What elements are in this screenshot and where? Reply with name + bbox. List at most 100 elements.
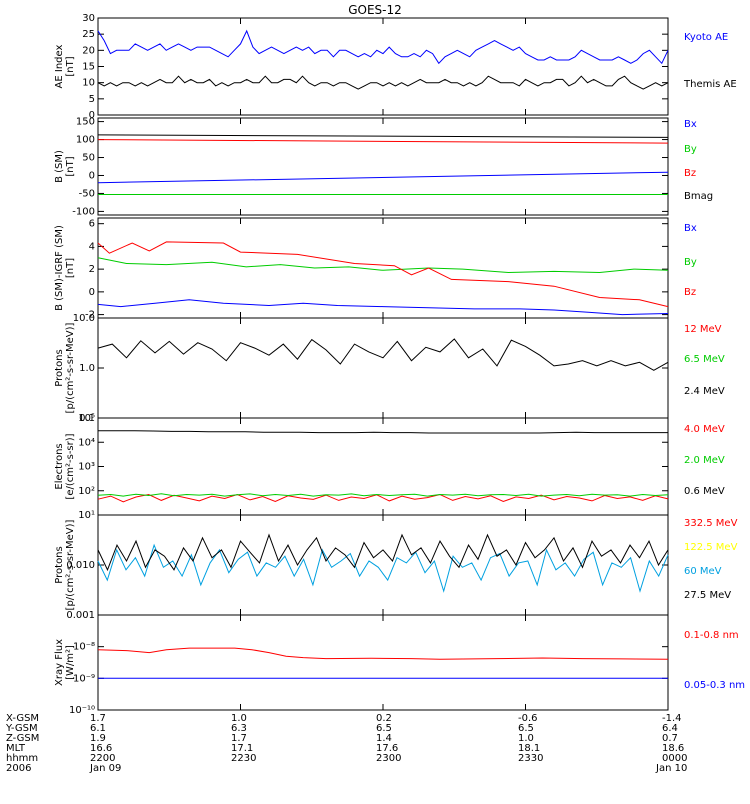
panel-frame [97,17,669,116]
y-axis-label: B (SM)-IGRF (SM) [54,225,65,311]
y-tick-label: 10 [82,78,95,89]
y-axis-label: AE Index [54,44,65,88]
legend-entry: 60 MeV [684,566,722,577]
series-line-2-0-mev [97,493,669,497]
y-tick-label: 4 [89,241,95,252]
footer-label: X-GSM [6,713,40,724]
y-tick-label: 5 [89,94,95,105]
footer-row: X-GSM 1.7 1.0 0.2 -0.6 -1.4 [6,714,696,724]
y-tick-label: 6 [89,219,95,230]
y-axis-label: [nT] [65,258,76,278]
panel-frame [97,217,669,319]
legend-entry: 2.4 MeV [684,386,725,397]
footer-value: 0000 [662,753,688,764]
y-axis-label: [W/m²] [65,645,76,680]
panel-frame [97,514,669,616]
series-line-themis-ae [97,75,669,90]
y-tick-label: 100 [76,135,95,146]
footer-value: 0.2 [376,713,392,724]
series-line-4-0-mev [97,493,669,503]
y-tick-label: 25 [82,29,95,40]
legend-entry: Bmag [684,191,713,202]
y-tick-label: 2 [89,264,95,275]
plot-title: GOES-12 [348,3,402,17]
y-axis-label: Protons [54,546,65,583]
series-line-kyoto-ae [97,29,669,65]
y-axis-label: Protons [54,349,65,386]
series-line-by [97,257,669,274]
footer-value: 6.1 [90,723,106,734]
footer-label: 2006 [6,763,32,774]
y-axis-label: [nT] [65,156,76,176]
footer-row: Y-GSM 6.1 6.3 6.5 6.5 6.4 [6,724,696,734]
panel-frame [97,317,669,419]
footer-value: -0.6 [518,713,538,724]
footer-value: 16.6 [90,743,113,754]
series-line-bmag [97,134,669,138]
y-tick-label: 10⁻⁸ [73,642,95,653]
y-tick-label: 10.0 [73,313,95,324]
y-tick-label: 0.1 [79,413,95,424]
legend-entry: 12 MeV [684,324,722,335]
series-line-bx [97,299,669,316]
footer-value: 6.5 [518,723,534,734]
y-axis-label: Xray Flux [54,639,65,686]
y-tick-label: 10⁴ [78,437,95,448]
y-tick-label: 30 [82,13,95,24]
panel-ae: 0 5 10 15 20 25 30 AE Index [nT] Kyoto AE Themis A… [54,13,737,121]
footer-label: MLT [6,743,25,754]
legend-entry: 27.5 MeV [684,590,731,601]
footer-row: MLT 16.6 17.1 17.6 18.1 18.6 [6,744,696,754]
series-line-bx [97,171,669,184]
panel-xray: 10⁻¹⁰ 10⁻⁹ 10⁻⁸ Xray Flux [W/m²] 0.1-0.8 nm 0.… [54,614,745,716]
footer-value: 6.5 [376,723,392,734]
y-tick-label: 15 [82,62,95,73]
y-axis-label: Electrons [54,443,65,489]
footer-value: 1.4 [376,733,392,744]
footer-value: 6.3 [231,723,247,734]
legend-entry: Kyoto AE [684,32,728,43]
footer-value: 1.0 [231,713,247,724]
legend-entry: 0.6 MeV [684,486,725,497]
footer-value: 2330 [518,753,544,764]
legend-entry: 2.0 MeV [684,455,725,466]
legend-entry: Bx [684,223,697,234]
legend-entry: 0.05-0.3 nm [684,680,745,691]
legend-entry: Bz [684,168,696,179]
legend-entry: 6.5 MeV [684,354,725,365]
y-tick-label: 50 [82,153,95,164]
panel-frame [97,614,669,711]
footer-value: 1.7 [90,713,106,724]
panel-electrons: 10¹ 10² 10³ 10⁴ 10⁵ Electrons [e/(cm²-s-sr)] 4.… [54,413,725,521]
y-tick-label: 10⁵ [78,413,95,424]
y-tick-label: 10³ [78,462,95,473]
footer-value: 1.9 [90,733,106,744]
y-tick-label: 0 [89,110,95,121]
legend-entry: 4.0 MeV [684,424,725,435]
y-axis-label: [p/(cm²-s-sr-MeV)] [65,322,76,413]
footer-label: Y-GSM [6,723,38,734]
y-tick-label: 150 [76,117,95,128]
footer-row: hhmm 2200 2230 2300 2330 0000 [6,754,696,764]
panel-frame [97,117,669,216]
footer-value: 6.4 [662,723,678,734]
y-axis-label: B (SM) [54,150,65,183]
legend-entry: 122.5 MeV [684,542,738,553]
y-tick-label: -50 [79,188,95,199]
footer-value: 1.7 [231,733,247,744]
y-tick-label: 10⁻¹⁰ [69,705,95,716]
footer-value: 1.0 [518,733,534,744]
footer-value: 17.6 [376,743,399,754]
y-tick-label: 0 [89,170,95,181]
footer-value: 2200 [90,753,116,764]
legend-entry: 0.1-0.8 nm [684,630,739,641]
series-line-2-4-mev [97,338,669,371]
legend-entry: 332.5 MeV [684,518,738,529]
y-tick-label: 20 [82,45,95,56]
y-tick-label: -100 [72,206,95,217]
series-line-27-5-mev [97,533,669,572]
y-axis-label: [p/(cm²-s-sr-MeV)] [65,519,76,610]
footer-row: 2006 Jan 09 Jan 10 [6,764,696,774]
